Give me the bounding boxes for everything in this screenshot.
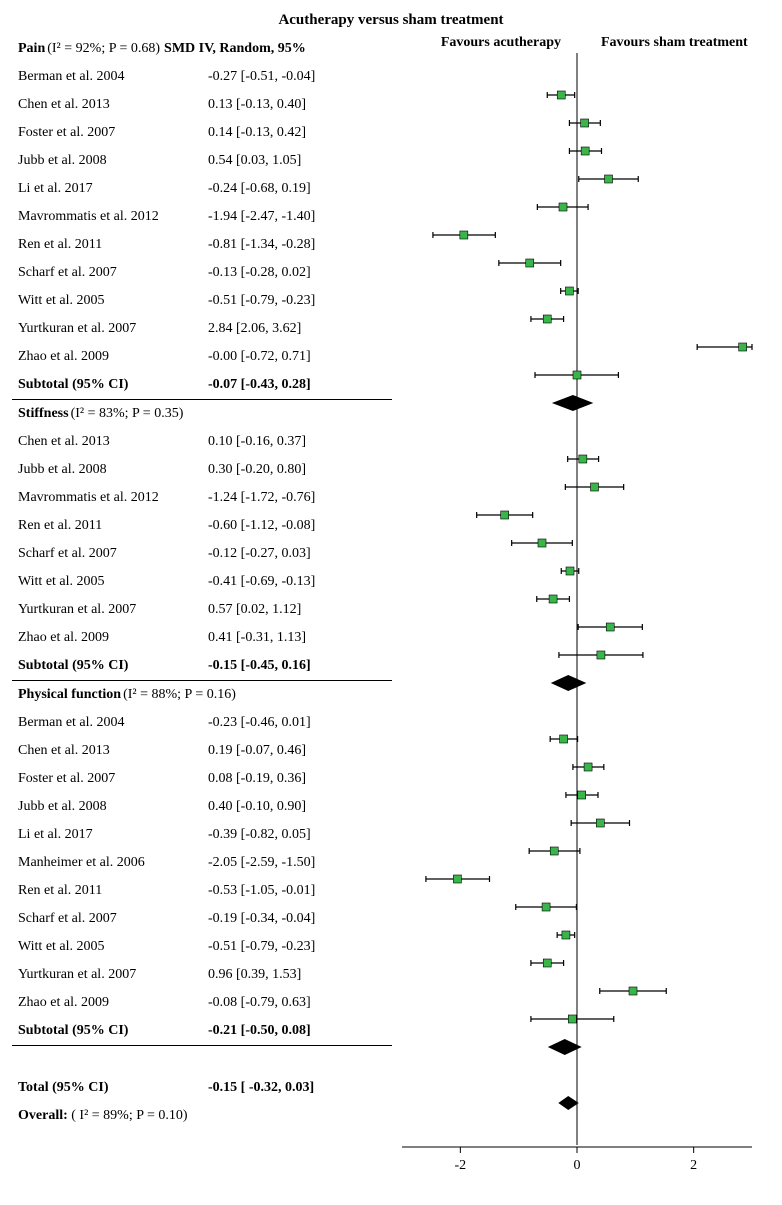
study-row: Manheimer et al. 2006-2.05 [-2.59, -1.50… xyxy=(12,849,392,877)
svg-text:0: 0 xyxy=(574,1158,581,1173)
favours-left-label: Favours acutherapy xyxy=(392,35,595,51)
study-row: Yurtkuran et al. 20070.57 [0.02, 1.12] xyxy=(12,596,392,624)
study-row: Scharf et al. 2007-0.19 [-0.34, -0.04] xyxy=(12,905,392,933)
subtotal-row: Subtotal (95% CI)-0.15 [-0.45, 0.16] xyxy=(12,652,392,680)
study-row: Chen et al. 20130.13 [-0.13, 0.40] xyxy=(12,91,392,119)
study-row: Witt et al. 2005-0.41 [-0.69, -0.13] xyxy=(12,568,392,596)
group-header: Pain (I² = 92%; P = 0.68) SMD IV, Random… xyxy=(12,35,392,63)
study-row: Ren et al. 2011-0.53 [-1.05, -0.01] xyxy=(12,877,392,905)
study-row: Zhao et al. 2009-0.08 [-0.79, 0.63] xyxy=(12,989,392,1017)
favours-right-label: Favours sham treatment xyxy=(595,35,770,51)
subtotal-row: Subtotal (95% CI)-0.07 [-0.43, 0.28] xyxy=(12,371,392,399)
overall-row: Overall: ( I² = 89%; P = 0.10) xyxy=(12,1102,392,1130)
study-row: Berman et al. 2004-0.23 [-0.46, 0.01] xyxy=(12,709,392,737)
chart-title: Acutherapy versus sham treatment xyxy=(12,10,770,35)
study-row: Li et al. 2017-0.24 [-0.68, 0.19] xyxy=(12,175,392,203)
study-row: Jubb et al. 20080.40 [-0.10, 0.90] xyxy=(12,793,392,821)
study-row: Yurtkuran et al. 20070.96 [0.39, 1.53] xyxy=(12,961,392,989)
study-row: Chen et al. 20130.10 [-0.16, 0.37] xyxy=(12,428,392,456)
study-row: Witt et al. 2005-0.51 [-0.79, -0.23] xyxy=(12,933,392,961)
study-row: Yurtkuran et al. 20072.84 [2.06, 3.62] xyxy=(12,315,392,343)
study-row: Foster et al. 20070.14 [-0.13, 0.42] xyxy=(12,119,392,147)
study-row: Jubb et al. 20080.54 [0.03, 1.05] xyxy=(12,147,392,175)
study-row: Mavrommatis et al. 2012-1.24 [-1.72, -0.… xyxy=(12,484,392,512)
subtotal-row: Subtotal (95% CI)-0.21 [-0.50, 0.08] xyxy=(12,1017,392,1045)
study-row: Berman et al. 2004-0.27 [-0.51, -0.04] xyxy=(12,63,392,91)
study-row: Witt et al. 2005-0.51 [-0.79, -0.23] xyxy=(12,287,392,315)
study-row: Foster et al. 20070.08 [-0.19, 0.36] xyxy=(12,765,392,793)
study-row: Ren et al. 2011-0.81 [-1.34, -0.28] xyxy=(12,231,392,259)
spacer-row xyxy=(12,1046,392,1074)
forest-plot-area: Favours acutherapy Favours sham treatmen… xyxy=(392,35,770,1185)
study-row: Chen et al. 20130.19 [-0.07, 0.46] xyxy=(12,737,392,765)
study-row: Zhao et al. 2009-0.00 [-0.72, 0.71] xyxy=(12,343,392,371)
study-row: Scharf et al. 2007-0.12 [-0.27, 0.03] xyxy=(12,540,392,568)
study-row: Zhao et al. 20090.41 [-0.31, 1.13] xyxy=(12,624,392,652)
plot-header: Favours acutherapy Favours sham treatmen… xyxy=(392,35,770,53)
group-header: Stiffness (I² = 83%; P = 0.35) xyxy=(12,399,392,428)
study-row: Ren et al. 2011-0.60 [-1.12, -0.08] xyxy=(12,512,392,540)
study-row: Scharf et al. 2007-0.13 [-0.28, 0.02] xyxy=(12,259,392,287)
forest-plot-svg: -2 0 2 xyxy=(392,53,762,1185)
forest-table: Pain (I² = 92%; P = 0.68) SMD IV, Random… xyxy=(12,35,392,1185)
study-row: Mavrommatis et al. 2012-1.94 [-2.47, -1.… xyxy=(12,203,392,231)
svg-text:2: 2 xyxy=(690,1158,697,1173)
study-row: Jubb et al. 20080.30 [-0.20, 0.80] xyxy=(12,456,392,484)
svg-text:-2: -2 xyxy=(454,1158,466,1173)
total-row: Total (95% CI)-0.15 [ -0.32, 0.03] xyxy=(12,1074,392,1102)
study-row: Li et al. 2017-0.39 [-0.82, 0.05] xyxy=(12,821,392,849)
group-header: Physical function (I² = 88%; P = 0.16) xyxy=(12,680,392,709)
